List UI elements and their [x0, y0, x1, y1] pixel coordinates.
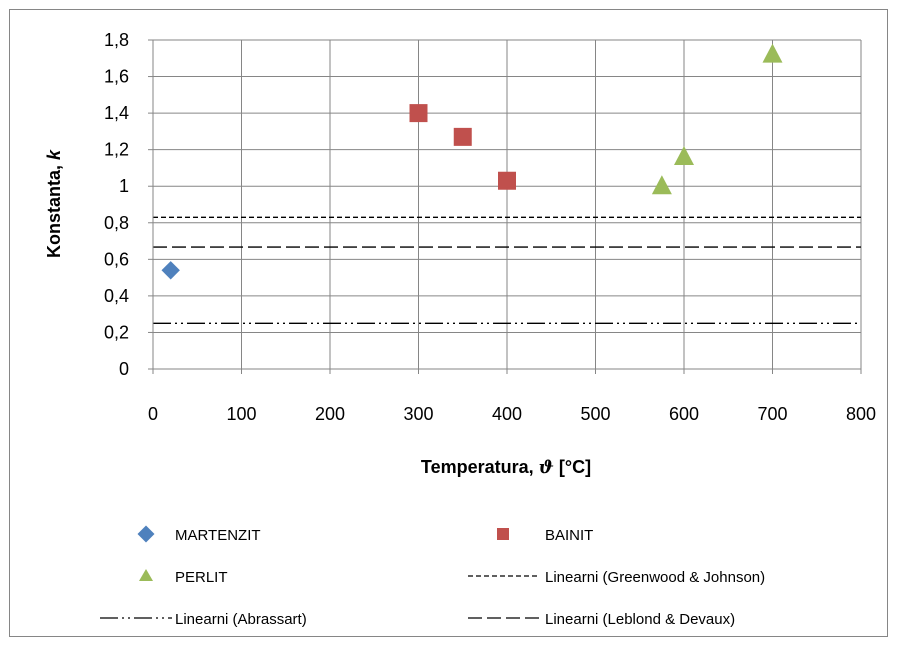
x-tick-label: 200 — [315, 404, 345, 424]
data-point-bainit — [453, 127, 472, 146]
data-point-martenzit — [161, 261, 180, 280]
x-tick-label: 100 — [226, 404, 256, 424]
legend-label-bainit: BAINIT — [545, 527, 593, 544]
data-point-perlit — [762, 43, 783, 63]
x-tick-labels: 0 100 200 300 400 500 600 700 800 — [148, 404, 876, 424]
x-tick-label: 0 — [148, 404, 158, 424]
legend-label-abrassart: Linearni (Abrassart) — [175, 611, 307, 628]
y-tick-labels: 0 0,2 0,4 0,6 0,8 1 1,2 1,4 1,6 1,8 — [104, 30, 129, 379]
data-point-perlit — [674, 145, 694, 165]
y-tick-label: 0,4 — [104, 286, 129, 306]
data-point-bainit — [498, 171, 516, 190]
data-point-perlit — [651, 175, 672, 195]
legend-marker-diamond — [137, 525, 155, 543]
x-axis-title: Temperatura, ϑ [°C] — [421, 457, 591, 478]
x-axis-title-unit: [°C] — [554, 457, 591, 477]
y-tick-label: 1,2 — [104, 140, 129, 160]
y-tick-label: 1,8 — [104, 30, 129, 50]
legend-item-perlit: PERLIT — [139, 569, 228, 586]
gridlines — [153, 39, 862, 369]
data-point-bainit — [409, 104, 428, 123]
x-axis-title-symbol: ϑ — [539, 457, 554, 478]
legend-item-greenwood-johnson: Linearni (Greenwood & Johnson) — [468, 569, 765, 586]
y-tick-label: 0,8 — [104, 213, 129, 233]
legend-item-abrassart: Linearni (Abrassart) — [100, 611, 307, 628]
y-axis-title: Konstanta, k — [44, 149, 64, 258]
y-tick-label: 0 — [119, 359, 129, 379]
x-tick-label: 600 — [669, 404, 699, 424]
y-tick-label: 1,4 — [104, 103, 129, 123]
legend-item-leblond-devaux: Linearni (Leblond & Devaux) — [468, 611, 735, 628]
x-tick-label: 400 — [492, 404, 522, 424]
legend-item-martenzit: MARTENZIT — [137, 525, 261, 544]
data-points — [161, 43, 783, 280]
legend-marker-triangle — [139, 569, 153, 581]
axes — [148, 39, 862, 374]
y-tick-label: 1,6 — [104, 67, 129, 87]
x-axis-title-text: Temperatura, — [421, 457, 539, 477]
legend: MARTENZIT BAINIT PERLIT Linearni (Greenw… — [100, 525, 765, 628]
y-axis-title-symbol: k — [44, 149, 64, 160]
reference-lines — [153, 216, 861, 324]
y-tick-label: 0,2 — [104, 322, 129, 342]
y-tick-label: 0,6 — [104, 249, 129, 269]
x-tick-label: 800 — [846, 404, 876, 424]
x-tick-label: 700 — [757, 404, 787, 424]
legend-label-perlit: PERLIT — [175, 569, 228, 586]
y-tick-label: 1 — [119, 176, 129, 196]
legend-marker-square — [497, 528, 509, 540]
x-tick-label: 500 — [580, 404, 610, 424]
legend-label-greenwood-johnson: Linearni (Greenwood & Johnson) — [545, 569, 765, 586]
legend-item-bainit: BAINIT — [497, 527, 593, 544]
legend-label-martenzit: MARTENZIT — [175, 527, 261, 544]
y-axis-title-text: Konstanta, — [44, 160, 64, 258]
x-tick-label: 300 — [403, 404, 433, 424]
legend-label-leblond-devaux: Linearni (Leblond & Devaux) — [545, 611, 735, 628]
